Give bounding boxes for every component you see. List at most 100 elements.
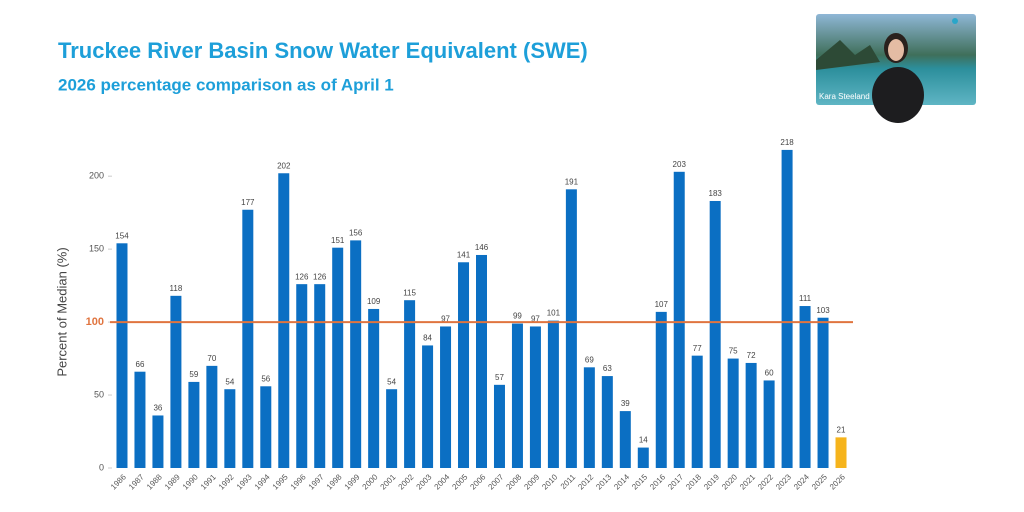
value-label: 56 [261,374,270,383]
x-tick-label: 2010 [540,472,559,491]
x-tick-label: 1995 [271,472,290,491]
value-label: 126 [313,272,327,281]
bar [763,380,775,468]
value-label: 39 [621,399,630,408]
value-label: 75 [729,347,738,356]
x-tick-label: 2004 [433,472,452,491]
value-label: 156 [349,228,363,237]
bar [493,384,505,468]
x-tick-label: 2024 [792,472,811,491]
bar [835,437,847,468]
value-label: 103 [816,306,830,315]
value-label: 177 [241,198,255,207]
y-tick-label: 0 [99,462,104,472]
trees [816,40,880,70]
y-tick-label: 50 [94,389,104,399]
x-tick-label: 2023 [774,472,793,491]
bar [655,311,667,468]
value-label: 70 [207,354,216,363]
value-label: 84 [423,334,432,343]
value-label: 203 [673,160,687,169]
bar [134,371,146,468]
bar [547,320,559,468]
bar [206,365,218,468]
person-body [872,67,924,123]
x-tick-label: 2017 [666,472,685,491]
bar [422,345,434,468]
x-tick-label: 2007 [486,472,505,491]
x-tick-label: 2008 [504,472,523,491]
bar [350,240,362,468]
value-label: 141 [457,250,471,259]
bar [332,247,344,468]
bar [511,323,523,468]
value-label: 118 [170,284,183,293]
bar [781,149,793,468]
video-overlay: Kara Steeland [816,14,976,123]
value-label: 14 [639,436,648,445]
bar [565,189,577,468]
x-tick-label: 2018 [684,472,703,491]
value-label: 21 [837,425,846,434]
x-tick-label: 1996 [289,472,308,491]
value-label: 146 [475,243,489,252]
x-tick-label: 2022 [756,472,775,491]
bar [745,362,757,468]
x-tick-label: 2012 [576,472,595,491]
x-tick-label: 2000 [361,472,380,491]
x-tick-label: 2015 [630,472,649,491]
x-tick-label: 2025 [810,472,829,491]
bar [458,262,470,468]
value-label: 36 [153,404,162,413]
logo [952,18,958,24]
bar [188,381,200,468]
x-tick-label: 2016 [648,472,667,491]
y-axis-label: Percent of Median (%) [54,247,69,376]
x-tick-label: 1997 [307,472,326,491]
value-label: 54 [225,377,234,386]
bar [619,411,631,468]
y-tick-label: 200 [89,171,104,181]
x-tick-label: 2001 [379,472,398,491]
x-tick-label: 1991 [199,472,218,491]
value-label: 126 [295,272,309,281]
bar [242,209,254,468]
value-label: 99 [513,312,522,321]
x-tick-label: 1999 [343,472,362,491]
bar [368,308,380,468]
value-label: 59 [189,370,198,379]
x-tick-label: 1986 [109,472,128,491]
x-tick-label: 2009 [522,472,541,491]
x-tick-label: 2003 [415,472,434,491]
value-label: 115 [403,288,416,297]
bar [529,326,541,468]
value-label: 111 [799,294,812,303]
value-label: 183 [709,189,723,198]
value-label: 107 [655,300,669,309]
value-label: 97 [441,315,450,324]
x-tick-label: 1994 [253,472,272,491]
x-tick-label: 1989 [163,472,182,491]
bar [170,295,182,468]
bar [296,284,308,468]
bar [116,243,128,468]
x-tick-label: 1998 [325,472,344,491]
x-tick-label: 2026 [828,472,847,491]
value-label: 66 [136,360,145,369]
bar [260,386,272,468]
bar [709,200,721,468]
value-label: 154 [115,231,129,240]
x-tick-label: 1993 [235,472,254,491]
bar [476,254,487,468]
x-tick-label: 1987 [127,472,146,491]
bar [799,306,811,468]
x-tick-label: 2002 [397,472,416,491]
x-tick-label: 2013 [594,472,613,491]
value-label: 63 [603,364,612,373]
value-label: 109 [367,297,381,306]
participant-name: Kara Steeland [819,92,870,101]
value-label: 202 [277,161,291,170]
x-tick-label: 2005 [450,472,469,491]
x-tick-label: 2006 [468,472,487,491]
